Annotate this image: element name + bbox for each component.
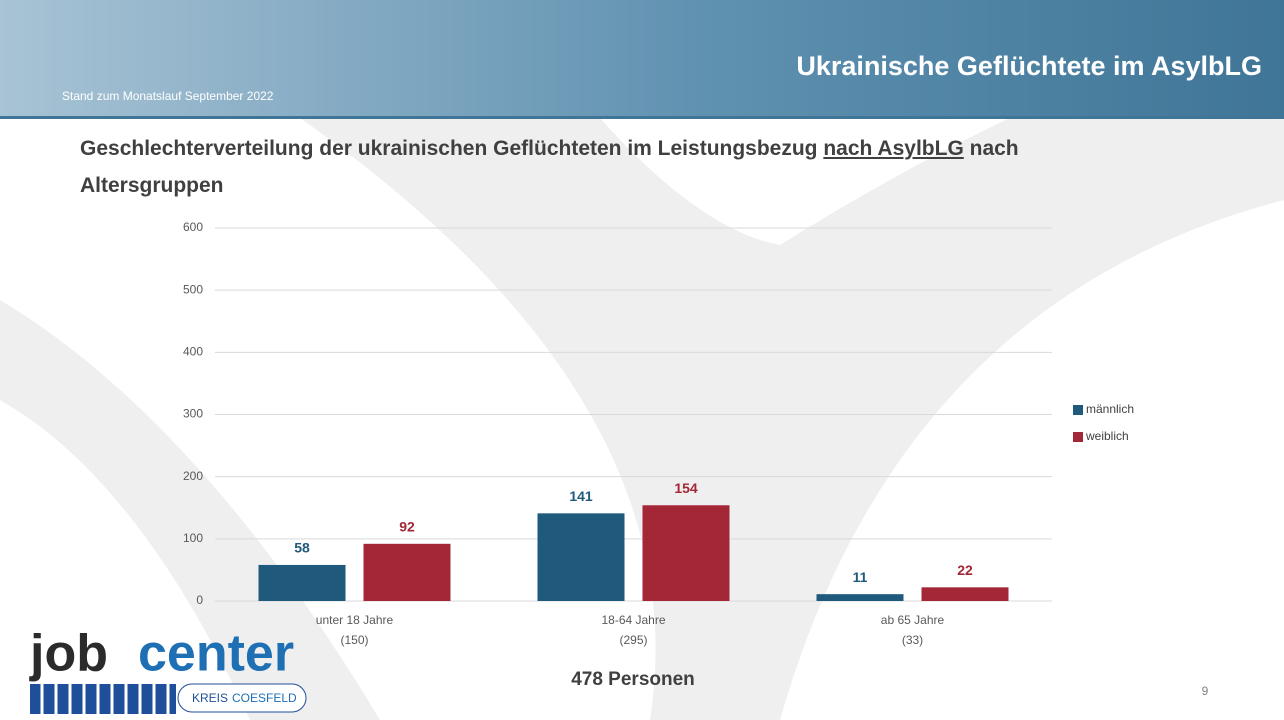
logo-stripes	[30, 684, 176, 714]
heading-underlined: nach AsylbLG	[823, 137, 964, 160]
logo-job: job	[29, 625, 108, 683]
y-tick-label: 0	[196, 593, 203, 607]
x-tick-label: unter 18 Jahre	[316, 613, 394, 627]
legend-swatch	[1073, 405, 1083, 415]
y-tick-label: 200	[183, 469, 203, 483]
bar	[921, 587, 1009, 601]
bar	[642, 505, 730, 601]
logo-kreis: KREIS	[192, 691, 228, 705]
legend-label: weiblich	[1085, 429, 1129, 443]
y-tick-label: 600	[183, 220, 203, 234]
data-label: 154	[674, 480, 698, 496]
page-number: 9	[1202, 684, 1209, 698]
logo-center: center	[138, 625, 294, 683]
heading-text: Altersgruppen	[80, 174, 224, 197]
data-label: 92	[399, 519, 415, 535]
bar	[363, 543, 451, 601]
data-label: 141	[569, 488, 593, 504]
data-label: 11	[853, 569, 868, 585]
slide-title: Ukrainische Geflüchtete im AsylbLG	[796, 51, 1262, 81]
x-tick-label: ab 65 Jahre	[881, 613, 945, 627]
heading-text: Geschlechterverteilung der ukrainischen …	[80, 137, 824, 160]
y-tick-label: 100	[183, 531, 203, 545]
data-label: 22	[957, 562, 973, 578]
x-tick-label: 18-64 Jahre	[601, 613, 665, 627]
logo-coesfeld: COESFELD	[232, 691, 297, 705]
decor	[0, 300, 380, 720]
slide-note: Stand zum Monatslauf September 2022	[62, 89, 274, 103]
header-line	[0, 116, 1284, 119]
data-label: 58	[294, 540, 310, 556]
y-tick-label: 400	[183, 345, 203, 359]
x-tick-label: (150)	[340, 633, 368, 647]
logo-box	[177, 683, 307, 713]
legend-swatch	[1073, 432, 1083, 442]
bar	[258, 564, 346, 601]
header-band	[0, 0, 1284, 118]
legend-label: männlich	[1086, 402, 1134, 416]
logo: job center KREIS COESFELD	[29, 625, 307, 714]
bar	[816, 594, 904, 601]
heading: Geschlechterverteilung der ukrainischen …	[80, 130, 1019, 204]
y-tick-label: 500	[183, 282, 203, 296]
x-tick-label: (33)	[902, 633, 923, 647]
heading-text: nach	[963, 137, 1019, 160]
bar	[537, 513, 625, 601]
logo-stripe-lines	[40, 684, 170, 714]
x-tick-label: (295)	[619, 633, 647, 647]
total-label: 478 Personen	[571, 669, 695, 690]
decor	[300, 118, 1284, 720]
y-tick-label: 300	[183, 407, 203, 421]
